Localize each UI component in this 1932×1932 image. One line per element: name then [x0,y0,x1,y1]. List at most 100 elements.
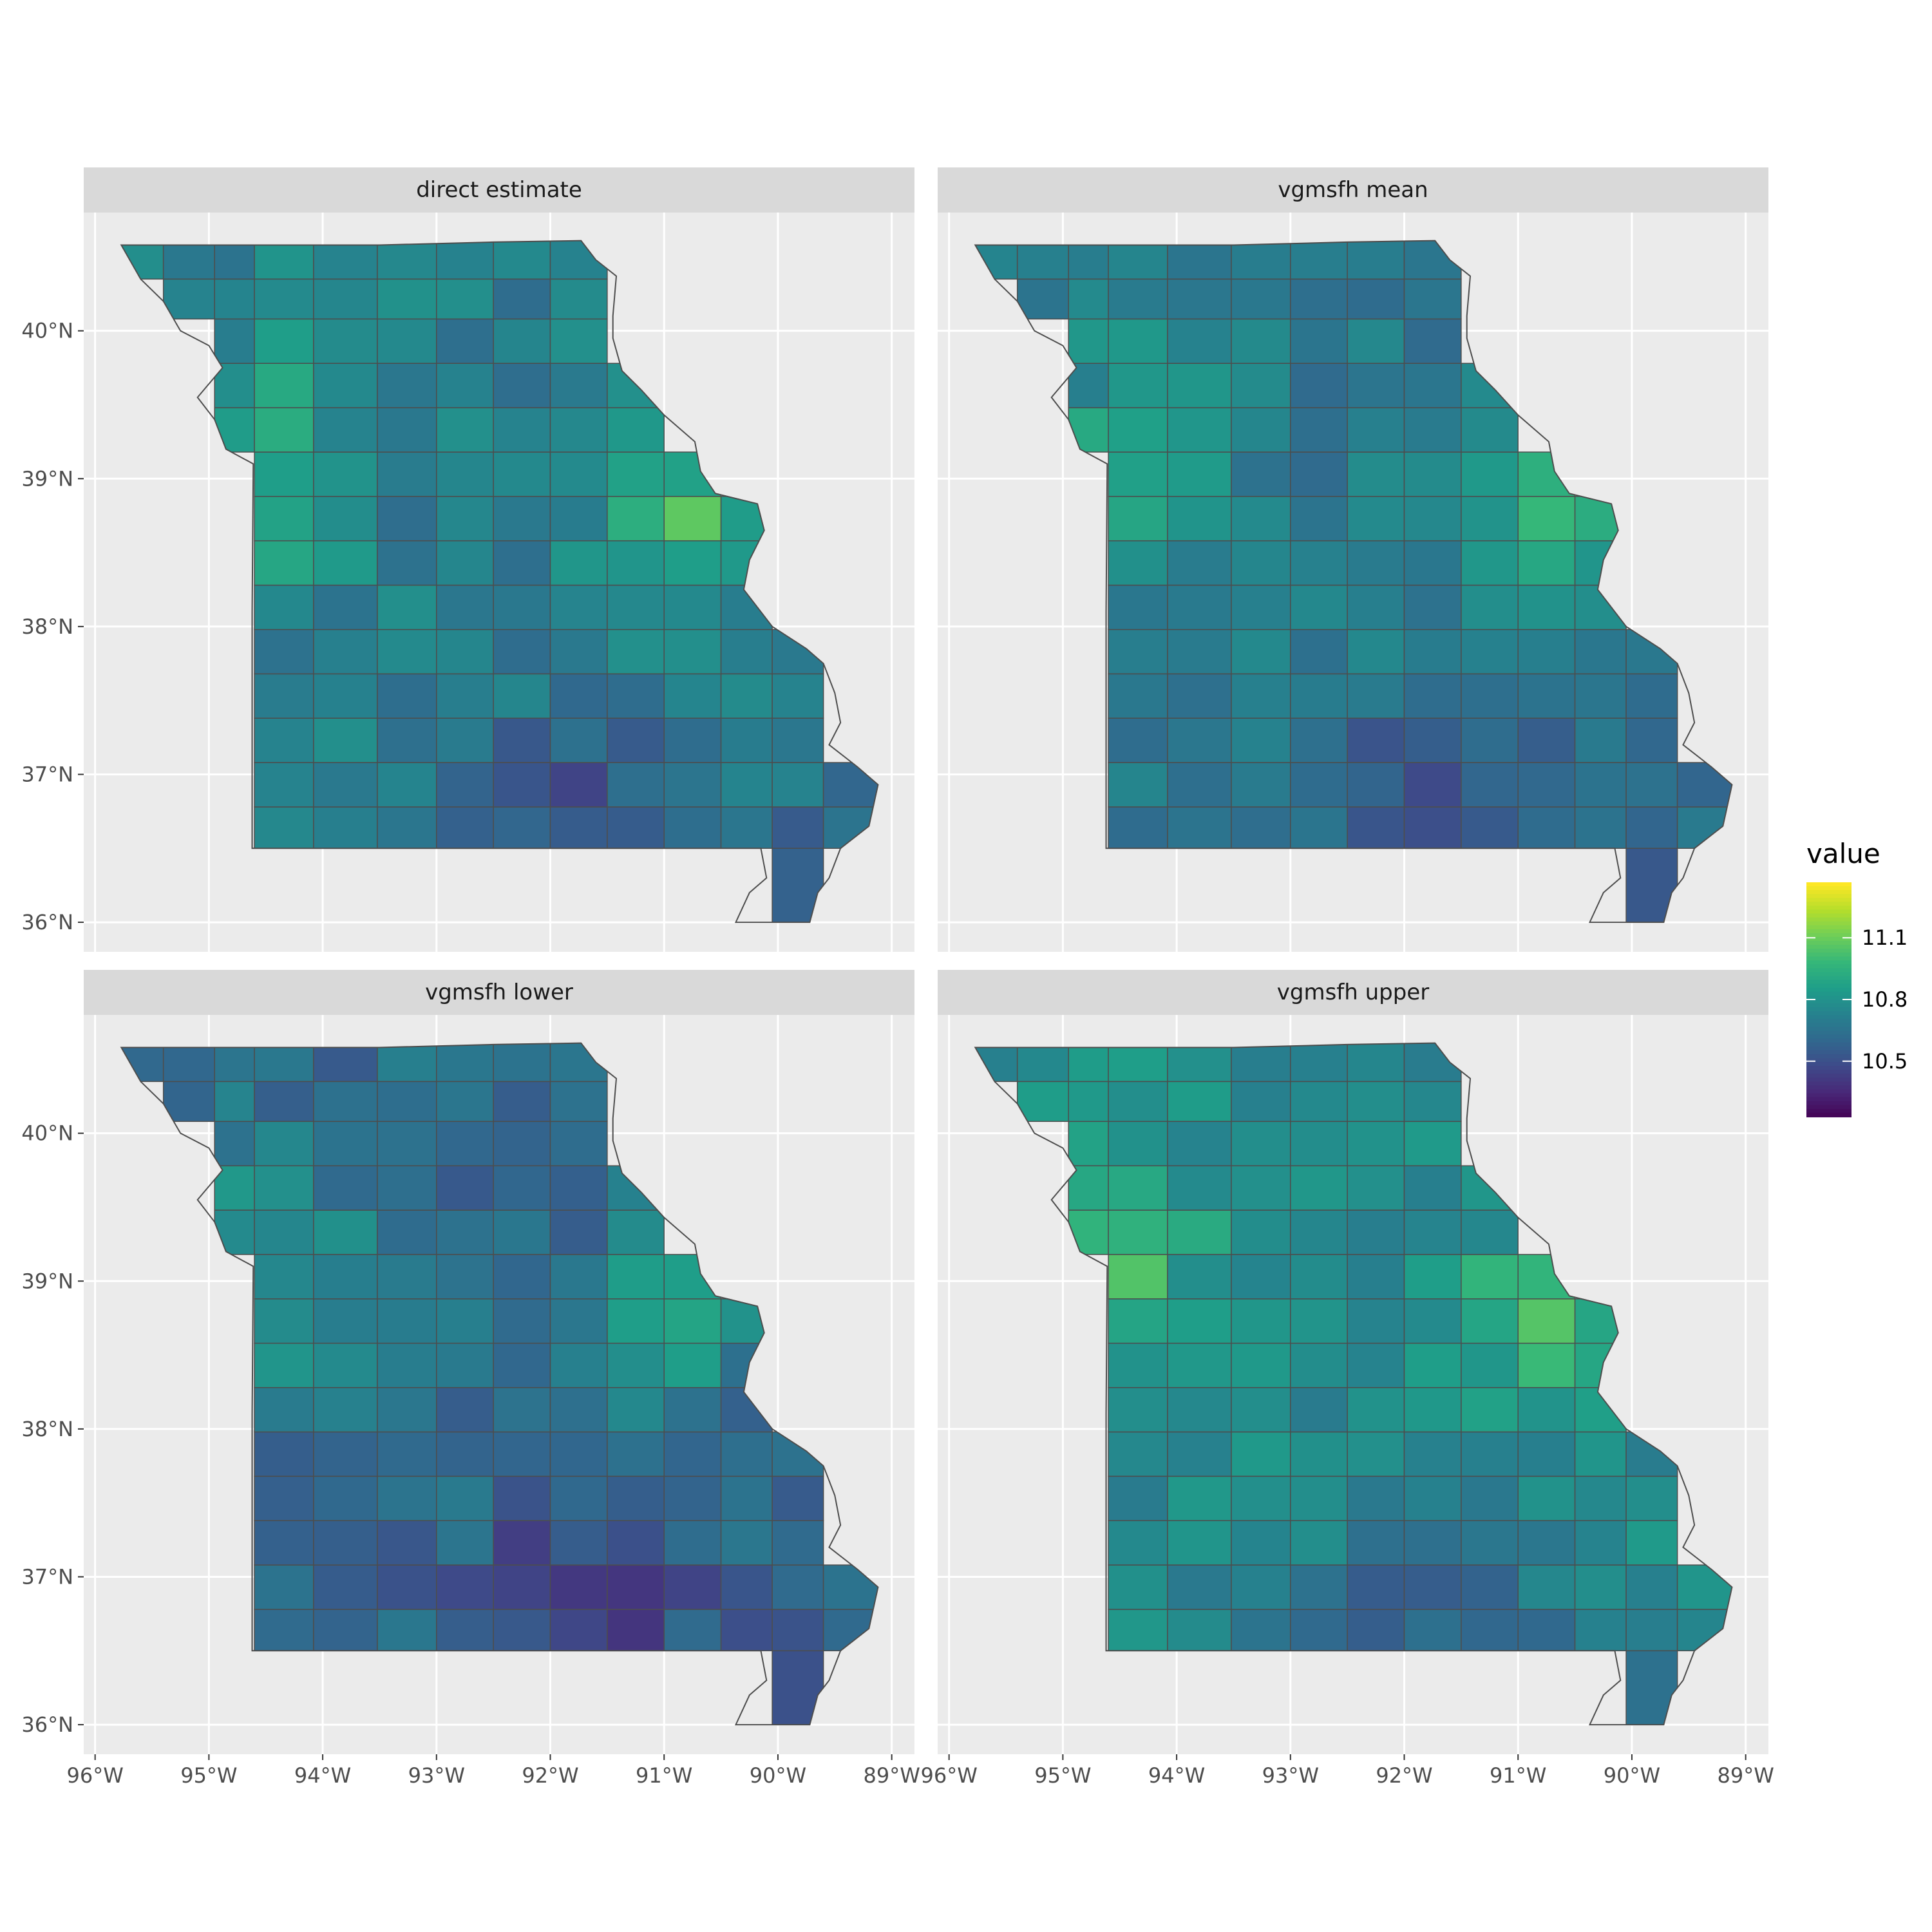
county-polygon [1461,1431,1519,1477]
county-polygon [1167,1564,1232,1610]
county-polygon [1167,1043,1232,1083]
county-polygon [313,762,378,808]
county-polygon [549,629,608,675]
county-polygon [1108,318,1168,364]
county-polygon [1108,1475,1168,1521]
legend-tick-label: 10.8 [1862,987,1908,1012]
county-polygon [1108,278,1168,320]
county-polygon [313,1387,378,1433]
county-polygon [1461,451,1519,497]
county-polygon [1290,1564,1348,1610]
legend-color-step [1806,987,1852,992]
x-tick-label: 93°W [1262,1763,1319,1788]
y-tick-label: 38°N [21,1417,73,1441]
county-polygon [1461,1298,1519,1344]
county-polygon [254,540,314,586]
county-polygon [493,240,551,280]
y-tick-label: 40°N [21,319,73,343]
county-polygon [1167,318,1232,364]
county-polygon [1231,1609,1291,1652]
county-polygon [1517,1609,1576,1652]
county-polygon [1108,1209,1168,1255]
county-polygon [436,407,494,453]
county-polygon [377,673,437,719]
county-polygon [214,1081,255,1122]
county-polygon [1347,451,1405,497]
legend-color-step [1806,929,1852,934]
county-polygon [436,1081,494,1122]
county-polygon [1403,717,1462,763]
county-polygon [663,717,722,763]
county-polygon [1231,240,1291,280]
county-polygon [607,1387,665,1433]
county-polygon [549,673,608,719]
county-polygon [493,1564,551,1610]
county-polygon [1403,1564,1462,1610]
county-polygon [254,278,314,320]
legend-color-step [1806,905,1852,911]
county-polygon [772,673,824,719]
county-polygon [607,540,665,586]
county-polygon [313,584,378,630]
county-polygon [1068,1121,1109,1166]
county-polygon [1625,806,1678,849]
county-polygon [1231,278,1291,320]
county-polygon [1068,318,1109,364]
county-polygon [663,584,722,630]
legend-color-step [1806,909,1852,914]
county-polygon [1347,673,1405,719]
county-polygon [1517,1387,1576,1433]
county-polygon [1403,540,1462,586]
county-polygon [313,1043,378,1083]
county-polygon [549,278,608,320]
county-polygon [549,1387,608,1433]
county-polygon [1461,496,1519,542]
county-polygon [1231,806,1291,849]
county-polygon [313,318,378,364]
county-polygon [607,1431,665,1477]
county-polygon [1625,1609,1678,1652]
legend-color-step [1806,913,1852,918]
legend-color-step [1806,941,1852,946]
county-polygon [1290,1081,1348,1122]
county-polygon [493,1298,551,1344]
legend-color-step [1806,945,1852,950]
county-polygon [1574,673,1627,719]
county-polygon [313,1165,378,1211]
y-tick-label: 39°N [21,1269,73,1293]
county-polygon [1167,407,1232,453]
county-polygon [1231,1081,1291,1122]
county-polygon [1403,1298,1462,1344]
x-tick-label: 90°W [1604,1763,1660,1788]
county-polygon [1403,1520,1462,1566]
county-polygon [1167,363,1232,408]
county-polygon [1231,717,1291,763]
county-polygon [162,1081,215,1122]
county-polygon [1290,1475,1348,1521]
county-polygon [313,363,378,408]
county-polygon [493,407,551,453]
county-polygon [1290,673,1348,719]
county-polygon [493,806,551,849]
county-polygon [1231,318,1291,364]
legend-color-step [1806,1089,1852,1094]
county-polygon [1290,240,1348,280]
county-polygon [313,451,378,497]
county-polygon [377,629,437,675]
county-polygon [377,1475,437,1521]
county-polygon [1403,1121,1462,1166]
county-polygon [549,1298,608,1344]
county-polygon [1167,1520,1232,1566]
county-polygon [607,806,665,849]
county-polygon [313,717,378,763]
county-polygon [377,806,437,849]
county-polygon [1108,584,1168,630]
county-polygon [549,318,608,364]
county-polygon [1347,1121,1405,1166]
county-polygon [1347,407,1405,453]
county-polygon [1403,278,1462,320]
county-polygon [1231,584,1291,630]
county-polygon [1068,363,1109,408]
legend-color-step [1806,1046,1852,1051]
county-polygon [1108,1387,1168,1433]
